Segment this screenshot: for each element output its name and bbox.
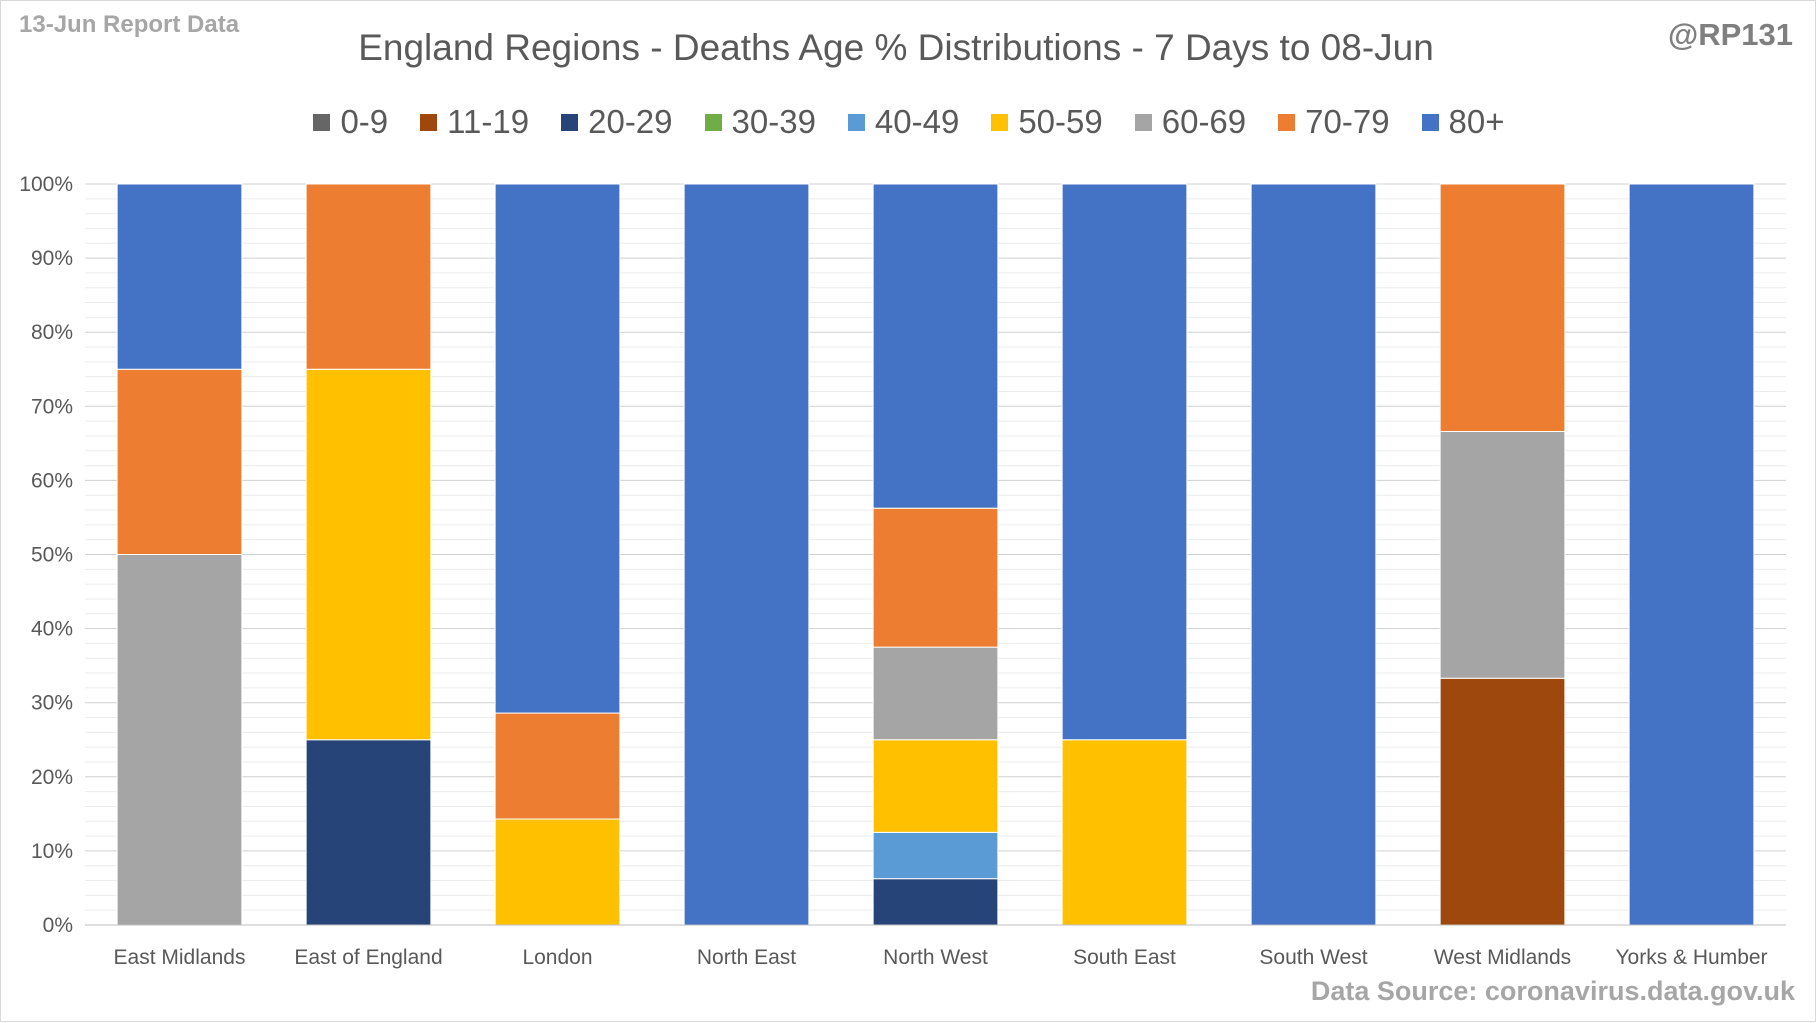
bar-segment — [872, 831, 999, 880]
legend-label: 50-59 — [1018, 103, 1103, 140]
y-tick-label: 80% — [31, 321, 73, 344]
legend-item: 11-19 — [420, 103, 529, 141]
legend-swatch — [561, 113, 579, 131]
legend-item: 30-39 — [704, 103, 816, 141]
bar-segment — [872, 507, 999, 648]
legend-item: 80+ — [1421, 103, 1505, 141]
bar-segment — [1439, 677, 1566, 926]
bar-segment — [1439, 183, 1566, 432]
y-tick-label: 40% — [31, 618, 73, 641]
legend-swatch — [420, 113, 438, 131]
bar-segment — [305, 183, 432, 370]
x-category-label: North East — [697, 946, 796, 969]
bar-segment — [1061, 183, 1188, 741]
y-tick-label: 20% — [31, 766, 73, 789]
legend-swatch — [1278, 113, 1296, 131]
legend-item: 70-79 — [1278, 103, 1390, 141]
legend-item: 20-29 — [561, 103, 673, 141]
legend-label: 40-49 — [874, 103, 960, 140]
y-tick-label: 90% — [31, 247, 73, 270]
legend-label: 11-19 — [447, 103, 530, 140]
author-handle: @RP131 — [1667, 17, 1793, 52]
bar-segment — [1439, 430, 1566, 679]
data-source-note: Data Source: coronavirus.data.gov.uk — [1310, 976, 1795, 1006]
x-category-label: London — [522, 946, 592, 969]
x-category-label: South East — [1073, 946, 1176, 969]
x-category-label: East Midlands — [114, 946, 246, 969]
bar-segment — [305, 368, 432, 741]
x-category-label: North West — [883, 946, 988, 969]
bar-segment — [872, 646, 999, 741]
x-category-label: Yorks & Humber — [1615, 946, 1767, 969]
legend-swatch — [313, 113, 331, 131]
legend-item: 0-9 — [313, 103, 388, 141]
legend-item: 60-69 — [1134, 103, 1247, 141]
bar-segment — [1250, 183, 1377, 926]
legend-swatch — [847, 113, 865, 131]
y-tick-label: 30% — [31, 692, 73, 715]
y-tick-label: 100% — [19, 173, 73, 196]
bar-segment — [116, 368, 243, 555]
legend-label: 30-39 — [731, 103, 816, 140]
legend-swatch — [1421, 113, 1439, 131]
legend-swatch — [1134, 113, 1152, 131]
y-tick-label: 70% — [31, 395, 73, 418]
y-tick-label: 50% — [31, 544, 73, 567]
legend-label: 80+ — [1448, 103, 1505, 140]
bar-segment — [305, 739, 432, 926]
bar-segment — [494, 183, 621, 714]
legend-label: 60-69 — [1161, 103, 1247, 140]
bar-segment — [872, 739, 999, 833]
bar-segment — [1628, 183, 1755, 926]
x-category-label: South West — [1259, 946, 1367, 969]
bar-segment — [494, 818, 621, 926]
y-tick-label: 60% — [31, 469, 73, 492]
legend-item: 50-59 — [991, 103, 1103, 141]
y-tick-label: 10% — [31, 840, 73, 863]
bar-segment — [683, 183, 810, 926]
legend-label: 20-29 — [588, 103, 673, 140]
report-date-note: 13-Jun Report Data — [19, 11, 240, 38]
legend-item: 40-49 — [847, 103, 960, 141]
chart-legend: 0-9 11-19 20-29 30-39 40-49 50-59 60-69 70-79 80… — [1, 103, 1816, 141]
x-category-label: West Midlands — [1434, 946, 1571, 969]
bar-segment — [116, 183, 243, 370]
legend-swatch — [704, 113, 722, 131]
bar-segment — [494, 712, 621, 820]
bar-segment — [872, 183, 999, 509]
legend-label: 0-9 — [340, 103, 389, 140]
y-tick-label: 0% — [43, 914, 73, 937]
chart-title: England Regions - Deaths Age % Distribut… — [358, 27, 1434, 68]
bar-segment — [116, 554, 243, 926]
x-category-label: East of England — [294, 946, 442, 969]
legend-swatch — [991, 113, 1009, 131]
bar-segment — [1061, 739, 1188, 926]
legend-label: 70-79 — [1305, 103, 1390, 140]
bar-segment — [872, 878, 999, 926]
